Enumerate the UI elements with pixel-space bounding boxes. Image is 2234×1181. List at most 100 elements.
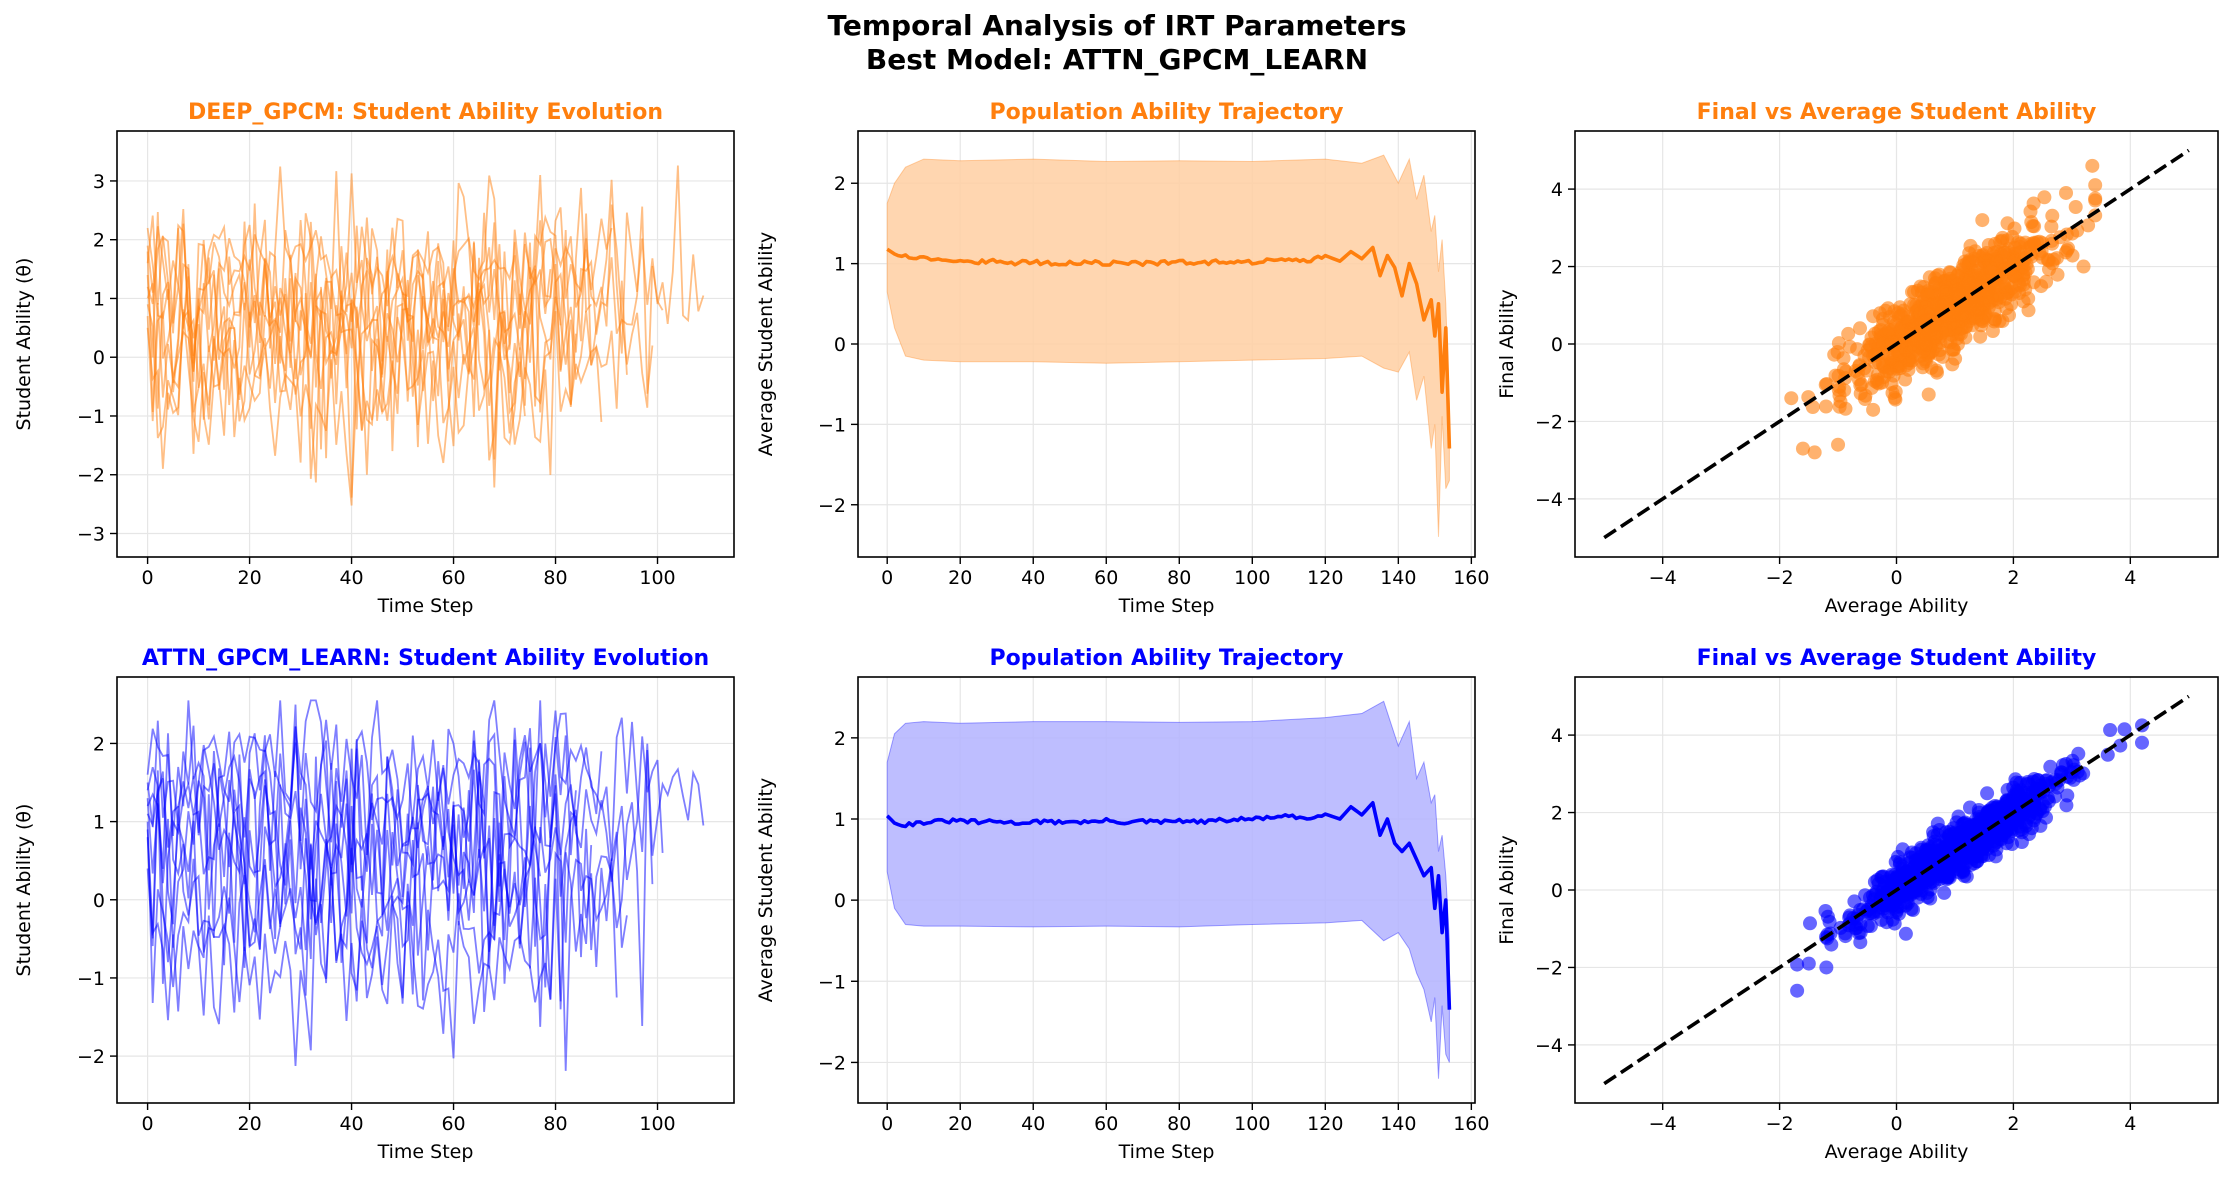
x-tick-label: 0 bbox=[1890, 567, 1902, 589]
scatter-point bbox=[1850, 342, 1865, 357]
x-tick-label: 4 bbox=[2124, 567, 2136, 589]
x-tick-label: 60 bbox=[1094, 1113, 1118, 1135]
x-tick-label: 20 bbox=[237, 1113, 261, 1135]
axes-frame bbox=[116, 130, 735, 558]
scatter-point bbox=[1869, 884, 1884, 899]
scatter-point bbox=[1928, 328, 1943, 343]
scatter-point bbox=[2006, 794, 2021, 809]
x-tick-label: −4 bbox=[1649, 567, 1677, 589]
scatter-point bbox=[2061, 241, 2076, 256]
scatter-point bbox=[1866, 904, 1881, 919]
x-tick-label: 0 bbox=[142, 567, 154, 589]
scatter-point bbox=[1885, 912, 1900, 927]
x-tick-label: 160 bbox=[1453, 1113, 1489, 1135]
y-tick-label: −1 bbox=[77, 406, 105, 428]
y-tick-label: −1 bbox=[77, 968, 105, 990]
scatter-point bbox=[2117, 722, 2132, 737]
scatter-point bbox=[1943, 265, 1958, 280]
subplot-p1: 0 20 40 60 80 100 −3 −2 −1 0 1 2 3 DEEP_GPCM: Student… bbox=[13, 100, 735, 617]
scatter-point bbox=[1974, 847, 1989, 862]
plot-area bbox=[1603, 148, 2190, 540]
x-tick-label: 120 bbox=[1307, 1113, 1343, 1135]
x-tick-label: 0 bbox=[881, 1113, 893, 1135]
x-tick-label: 40 bbox=[1021, 1113, 1045, 1135]
scatter-point bbox=[2026, 196, 2041, 211]
scatter-point bbox=[2021, 303, 2036, 318]
y-tick-label: 0 bbox=[834, 890, 846, 912]
scatter-point bbox=[1853, 321, 1867, 336]
scatter-point bbox=[1837, 383, 1852, 398]
y-tick-label: 4 bbox=[1551, 725, 1563, 747]
scatter-point bbox=[2103, 723, 2118, 737]
scatter-point bbox=[1847, 917, 1862, 932]
scatter-point bbox=[1972, 805, 1987, 820]
trajectory-line bbox=[146, 704, 542, 1012]
scatter-point bbox=[1795, 441, 1810, 456]
x-tick-label: 160 bbox=[1453, 567, 1489, 589]
y-tick-label: −4 bbox=[1535, 1035, 1563, 1057]
scatter-point bbox=[2039, 773, 2054, 788]
y-tick-label: 2 bbox=[834, 728, 846, 750]
y-tick-label: 2 bbox=[93, 230, 105, 252]
x-tick-label: 2 bbox=[2007, 1113, 2019, 1135]
scatter-point bbox=[1831, 336, 1846, 351]
scatter-point bbox=[2081, 218, 2096, 233]
scatter-point bbox=[1947, 321, 1962, 336]
y-tick-label: 0 bbox=[93, 347, 105, 369]
scatter-point bbox=[1890, 900, 1905, 914]
x-axis-label: Time Step bbox=[377, 595, 474, 617]
scatter-point bbox=[2088, 193, 2103, 208]
scatter-point bbox=[2045, 208, 2060, 223]
y-axis-label: Average Student Ability bbox=[755, 232, 777, 456]
scatter-point bbox=[1927, 315, 1942, 330]
figure-title-line1: Temporal Analysis of IRT Parameters bbox=[827, 9, 1407, 42]
y-tick-label: 4 bbox=[1551, 179, 1563, 201]
y-tick-label: −1 bbox=[818, 414, 846, 436]
std-band bbox=[886, 700, 1450, 1079]
scatter-point bbox=[1924, 284, 1939, 299]
scatter-point bbox=[2007, 268, 2022, 283]
scatter-point bbox=[2060, 788, 2075, 803]
x-tick-label: 0 bbox=[142, 1113, 154, 1135]
scatter-point bbox=[1866, 309, 1881, 324]
scatter-point bbox=[1905, 344, 1920, 359]
scatter-point bbox=[1943, 335, 1958, 350]
scatter-point bbox=[1892, 346, 1907, 361]
plot-area bbox=[1603, 694, 2190, 1086]
y-tick-label: −2 bbox=[818, 495, 846, 517]
scatter-point bbox=[1884, 377, 1899, 391]
subplot-p3: −4 −2 0 2 4 −4 −2 0 2 4 Final vs Average Student A… bbox=[1496, 100, 2219, 617]
x-tick-label: 140 bbox=[1380, 567, 1416, 589]
scatter-point bbox=[2135, 735, 2149, 750]
y-tick-label: 1 bbox=[93, 812, 105, 834]
scatter-point bbox=[1975, 213, 1990, 228]
scatter-point bbox=[1961, 276, 1976, 291]
x-tick-label: 40 bbox=[339, 1113, 363, 1135]
scatter-point bbox=[1878, 303, 1893, 318]
mean-line bbox=[885, 800, 1452, 1010]
scatter-point bbox=[1983, 804, 1998, 819]
axes-frame bbox=[116, 676, 735, 1104]
scatter-point bbox=[1876, 869, 1891, 884]
x-tick-label: 80 bbox=[543, 567, 567, 589]
x-tick-label: 20 bbox=[237, 567, 261, 589]
scatter-point bbox=[2022, 827, 2036, 842]
y-axis-label: Student Ability (θ) bbox=[13, 804, 35, 977]
y-tick-label: 0 bbox=[834, 334, 846, 356]
scatter-point bbox=[2043, 759, 2058, 774]
scatter-point bbox=[1807, 445, 1822, 460]
scatter-point bbox=[2027, 236, 2042, 251]
scatter-point bbox=[2007, 240, 2022, 255]
x-tick-label: 80 bbox=[1167, 1113, 1191, 1135]
scatter-point bbox=[1980, 786, 1995, 801]
mean-line bbox=[886, 245, 1452, 449]
scatter-point bbox=[1827, 347, 1842, 362]
scatter-point bbox=[2001, 830, 2016, 845]
scatter-point bbox=[1956, 827, 1971, 842]
plot-area bbox=[146, 699, 705, 1071]
scatter-point bbox=[2088, 178, 2103, 193]
x-tick-label: 2 bbox=[2007, 567, 2019, 589]
x-tick-label: 60 bbox=[1094, 567, 1118, 589]
scatter-point bbox=[2068, 200, 2083, 214]
